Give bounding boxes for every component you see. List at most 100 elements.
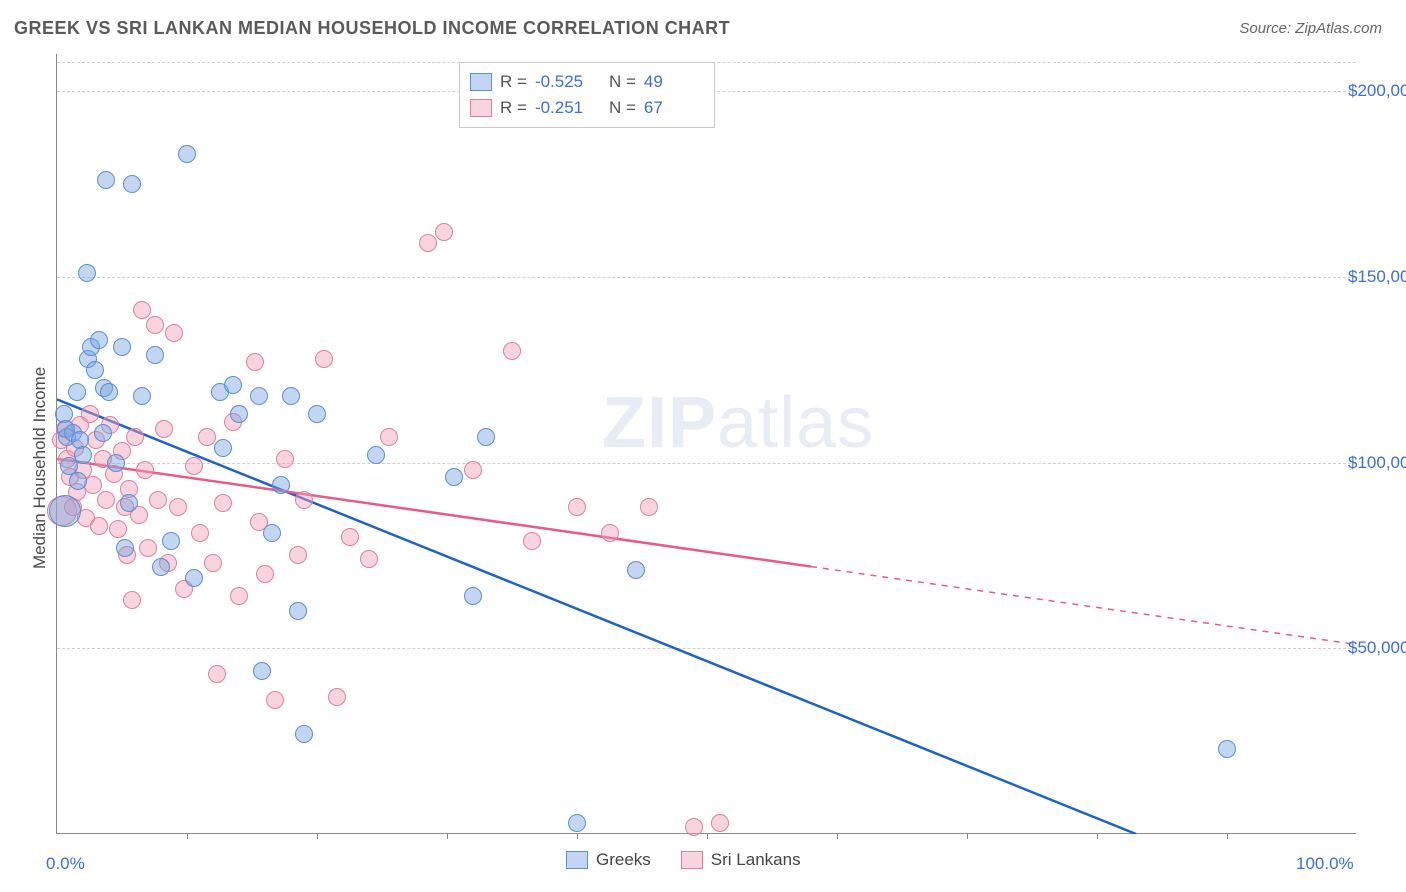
- scatter-point-greeks: [224, 376, 242, 394]
- scatter-point-greeks: [113, 338, 131, 356]
- legend-label-srilankans: Sri Lankans: [711, 850, 801, 870]
- scatter-point-srilankans: [204, 554, 222, 572]
- scatter-point-greeks: [1218, 740, 1236, 758]
- legend-stats-row-greeks: R = -0.525 N = 49: [470, 69, 700, 95]
- scatter-point-srilankans: [315, 350, 333, 368]
- legend-swatch-srilankans: [681, 851, 703, 869]
- x-min-label: 0.0%: [46, 854, 85, 874]
- scatter-point-srilankans: [295, 491, 313, 509]
- legend-swatch-greeks: [566, 851, 588, 869]
- scatter-point-srilankans: [568, 498, 586, 516]
- scatter-point-greeks: [289, 602, 307, 620]
- x-tick-mark: [1227, 833, 1228, 839]
- scatter-point-srilankans: [341, 528, 359, 546]
- y-tick-label: $200,000: [1348, 81, 1406, 101]
- scatter-point-greeks: [100, 383, 118, 401]
- scatter-point-srilankans: [435, 223, 453, 241]
- scatter-point-srilankans: [81, 405, 99, 423]
- scatter-point-greeks: [214, 439, 232, 457]
- scatter-point-srilankans: [601, 524, 619, 542]
- scatter-point-greeks: [263, 524, 281, 542]
- scatter-point-greeks: [74, 446, 92, 464]
- y-tick-label: $100,000: [1348, 453, 1406, 473]
- legend-item-greeks: Greeks: [566, 850, 651, 870]
- legend-stats-box: R =-0.525N =49R =-0.251N =67: [459, 62, 715, 128]
- chart-title: GREEK VS SRI LANKAN MEDIAN HOUSEHOLD INC…: [14, 18, 730, 39]
- scatter-point-srilankans: [276, 450, 294, 468]
- scatter-point-srilankans: [165, 324, 183, 342]
- legend-R-label: R =: [500, 98, 527, 118]
- scatter-point-srilankans: [503, 342, 521, 360]
- x-tick-mark: [967, 833, 968, 839]
- trendlines-svg: [57, 54, 1357, 834]
- scatter-point-greeks: [69, 472, 87, 490]
- x-tick-mark: [1097, 833, 1098, 839]
- scatter-point-srilankans: [328, 688, 346, 706]
- scatter-point-greeks: [152, 558, 170, 576]
- scatter-point-greeks: [133, 387, 151, 405]
- scatter-point-greeks: [627, 561, 645, 579]
- scatter-point-greeks: [445, 468, 463, 486]
- scatter-point-srilankans: [419, 234, 437, 252]
- scatter-point-srilankans: [685, 818, 703, 836]
- x-tick-mark: [707, 833, 708, 839]
- legend-N-value-srilankans: 67: [644, 98, 700, 118]
- scatter-point-greeks: [146, 346, 164, 364]
- scatter-point-srilankans: [256, 565, 274, 583]
- x-tick-mark: [187, 833, 188, 839]
- source-label: Source:: [1239, 20, 1291, 37]
- scatter-point-srilankans: [126, 428, 144, 446]
- scatter-point-srilankans: [139, 539, 157, 557]
- scatter-point-srilankans: [149, 491, 167, 509]
- scatter-point-srilankans: [266, 691, 284, 709]
- scatter-point-srilankans: [208, 665, 226, 683]
- chart-container: GREEK VS SRI LANKAN MEDIAN HOUSEHOLD INC…: [0, 0, 1406, 892]
- legend-R-value-srilankans: -0.251: [535, 98, 591, 118]
- scatter-point-greeks: [97, 171, 115, 189]
- scatter-point-srilankans: [246, 353, 264, 371]
- scatter-point-srilankans: [109, 520, 127, 538]
- scatter-point-greeks: [185, 569, 203, 587]
- scatter-point-srilankans: [464, 461, 482, 479]
- scatter-point-greeks: [367, 446, 385, 464]
- scatter-point-srilankans: [198, 428, 216, 446]
- scatter-point-srilankans: [380, 428, 398, 446]
- scatter-point-greeks: [308, 405, 326, 423]
- legend-N-label: N =: [609, 72, 636, 92]
- y-tick-label: $50,000: [1348, 638, 1406, 658]
- scatter-point-srilankans: [123, 591, 141, 609]
- legend-R-value-greeks: -0.525: [535, 72, 591, 92]
- scatter-point-greeks: [116, 539, 134, 557]
- scatter-point-greeks: [253, 662, 271, 680]
- scatter-point-greeks: [94, 424, 112, 442]
- scatter-point-greeks: [49, 495, 81, 527]
- scatter-point-srilankans: [191, 524, 209, 542]
- x-tick-mark: [317, 833, 318, 839]
- legend-bottom: Greeks Sri Lankans: [566, 850, 801, 870]
- legend-R-label: R =: [500, 72, 527, 92]
- scatter-point-srilankans: [523, 532, 541, 550]
- y-axis-label: Median Household Income: [30, 367, 50, 569]
- scatter-point-srilankans: [169, 498, 187, 516]
- x-tick-mark: [577, 833, 578, 839]
- scatter-point-greeks: [162, 532, 180, 550]
- scatter-point-greeks: [568, 814, 586, 832]
- scatter-point-greeks: [123, 175, 141, 193]
- scatter-point-greeks: [78, 264, 96, 282]
- scatter-point-greeks: [477, 428, 495, 446]
- scatter-point-srilankans: [185, 457, 203, 475]
- legend-N-value-greeks: 49: [644, 72, 700, 92]
- scatter-point-srilankans: [97, 491, 115, 509]
- x-tick-mark: [447, 833, 448, 839]
- scatter-point-greeks: [464, 587, 482, 605]
- source-attribution: Source: ZipAtlas.com: [1239, 20, 1382, 37]
- scatter-point-srilankans: [136, 461, 154, 479]
- scatter-point-srilankans: [146, 316, 164, 334]
- y-tick-label: $150,000: [1348, 267, 1406, 287]
- scatter-point-srilankans: [214, 494, 232, 512]
- scatter-point-greeks: [68, 383, 86, 401]
- scatter-point-greeks: [107, 454, 125, 472]
- gridline-horizontal: [57, 648, 1356, 649]
- scatter-point-greeks: [230, 405, 248, 423]
- legend-item-srilankans: Sri Lankans: [681, 850, 801, 870]
